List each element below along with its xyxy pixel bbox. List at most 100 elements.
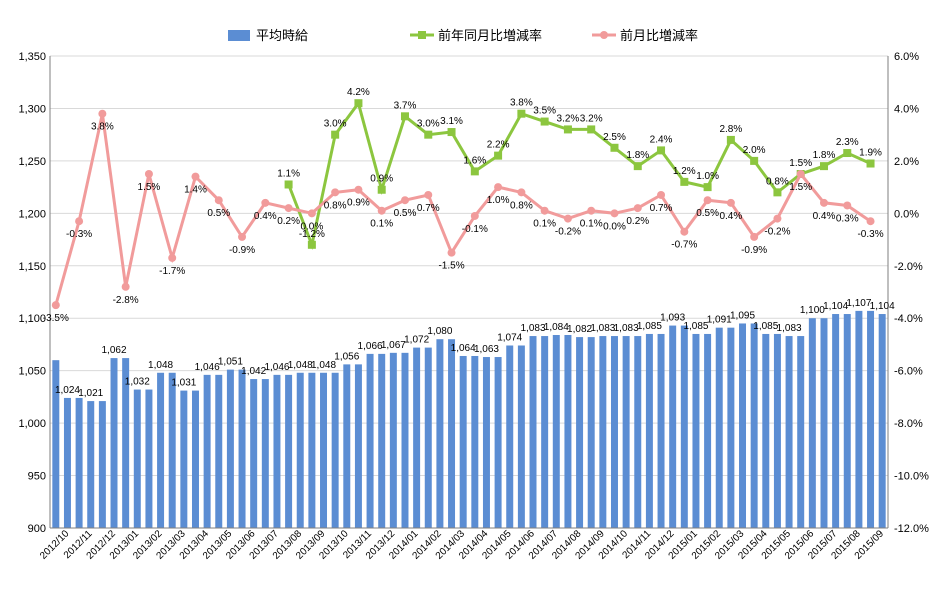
bar-data-label: 1,042 [241, 366, 266, 377]
data-labels: 1,0241,0211,0621,0321,0481,0311,0461,051… [43, 87, 895, 399]
yoy-marker [377, 185, 386, 194]
yoy-data-label: 0.9% [370, 174, 393, 185]
yoy-data-label: 1.0% [696, 171, 719, 182]
bar [285, 374, 293, 528]
yoy-data-label: 2.8% [719, 124, 742, 135]
bar [250, 379, 258, 528]
yoy-data-label: 3.1% [440, 116, 463, 127]
yoy-data-label: 1.8% [626, 150, 649, 161]
bar-data-label: 1,056 [334, 351, 359, 362]
bar-data-label: 1,067 [381, 340, 406, 351]
bar-data-label: 1,104 [870, 301, 895, 312]
bar [529, 336, 537, 528]
bar [343, 364, 351, 528]
bar [820, 318, 828, 528]
bar [482, 357, 490, 528]
bar-data-label: 1,051 [218, 357, 243, 368]
bar [448, 339, 456, 528]
yoy-marker [610, 143, 619, 152]
yoy-data-label: 1.9% [859, 148, 882, 159]
bar-data-label: 1,085 [637, 321, 662, 332]
mom-marker [191, 172, 200, 181]
legend-mom-marker [600, 31, 608, 39]
bar [75, 397, 83, 528]
yoy-data-label: 3.5% [533, 106, 556, 117]
bar [320, 372, 328, 528]
mom-marker [377, 206, 386, 215]
bar [52, 360, 60, 528]
bar [622, 336, 630, 528]
mom-data-label: 0.0% [300, 221, 323, 232]
bar-data-label: 1,048 [288, 360, 313, 371]
bar-data-label: 1,093 [660, 313, 685, 324]
bar [564, 335, 572, 528]
yoy-data-label: 3.7% [394, 100, 417, 111]
mom-data-label: 1.5% [138, 182, 161, 193]
bar-data-label: 1,104 [823, 301, 848, 312]
mom-data-label: -0.3% [66, 229, 92, 240]
mom-data-label: 3.8% [91, 122, 114, 133]
y-right-tick-label: -2.0% [894, 261, 923, 273]
mom-marker [470, 211, 479, 220]
mom-data-label: -1.5% [438, 261, 464, 272]
mom-marker [51, 301, 60, 310]
yoy-marker [307, 240, 316, 249]
bar-data-label: 1,024 [55, 385, 80, 396]
bar [517, 345, 525, 528]
y-right-tick-label: 6.0% [894, 51, 919, 63]
mom-marker [331, 188, 340, 197]
yoy-marker [400, 112, 409, 121]
bar [645, 333, 653, 528]
legend-mom-label: 前月比増減率 [620, 28, 698, 43]
bar [855, 310, 863, 528]
bar [576, 337, 584, 528]
bar [750, 323, 758, 528]
bar [587, 337, 595, 528]
bar [98, 401, 106, 528]
yoy-marker [517, 109, 526, 118]
bar [599, 336, 607, 528]
mom-data-label: -0.2% [555, 227, 581, 238]
mom-data-label: 0.7% [650, 203, 673, 214]
mom-marker [261, 198, 270, 207]
y-right-tick-label: -6.0% [894, 366, 923, 378]
y-right-tick-label: -12.0% [894, 523, 929, 535]
bar-data-label: 1,082 [567, 324, 592, 335]
bar [424, 347, 432, 528]
mom-data-label: 0.5% [394, 208, 417, 219]
bar-data-label: 1,048 [311, 360, 336, 371]
yoy-marker [331, 130, 340, 139]
mom-marker [866, 217, 875, 226]
bar [878, 314, 886, 528]
bar-data-label: 1,021 [78, 388, 103, 399]
bar [785, 336, 793, 528]
yoy-data-label: 3.0% [417, 119, 440, 130]
mom-marker [750, 232, 759, 241]
bar [203, 374, 211, 528]
legend: 平均時給 前年同月比増減率 前月比増減率 [228, 28, 698, 43]
yoy-marker [680, 177, 689, 186]
yoy-data-label: 2.2% [487, 140, 510, 151]
bar [506, 345, 514, 528]
bar-series [52, 310, 886, 528]
mom-marker [354, 185, 363, 194]
bar [215, 374, 223, 528]
mom-data-label: -0.7% [671, 240, 697, 251]
yoy-data-label: 3.0% [324, 119, 347, 130]
mom-data-label: 0.0% [603, 221, 626, 232]
y-right-tick-label: -4.0% [894, 313, 923, 325]
bar [273, 374, 281, 528]
y-left-tick-label: 1,200 [18, 208, 46, 220]
bar-data-label: 1,083 [614, 323, 639, 334]
bar [867, 310, 875, 528]
yoy-data-label: 3.2% [580, 113, 603, 124]
bar [494, 357, 502, 528]
mom-data-label: -2.8% [113, 295, 139, 306]
mom-data-label: 0.1% [370, 219, 393, 230]
y-left-tick-label: 1,150 [18, 261, 46, 273]
yoy-marker [703, 183, 712, 192]
mom-data-label: 0.3% [836, 213, 859, 224]
bar [389, 352, 397, 528]
bar [180, 390, 188, 528]
